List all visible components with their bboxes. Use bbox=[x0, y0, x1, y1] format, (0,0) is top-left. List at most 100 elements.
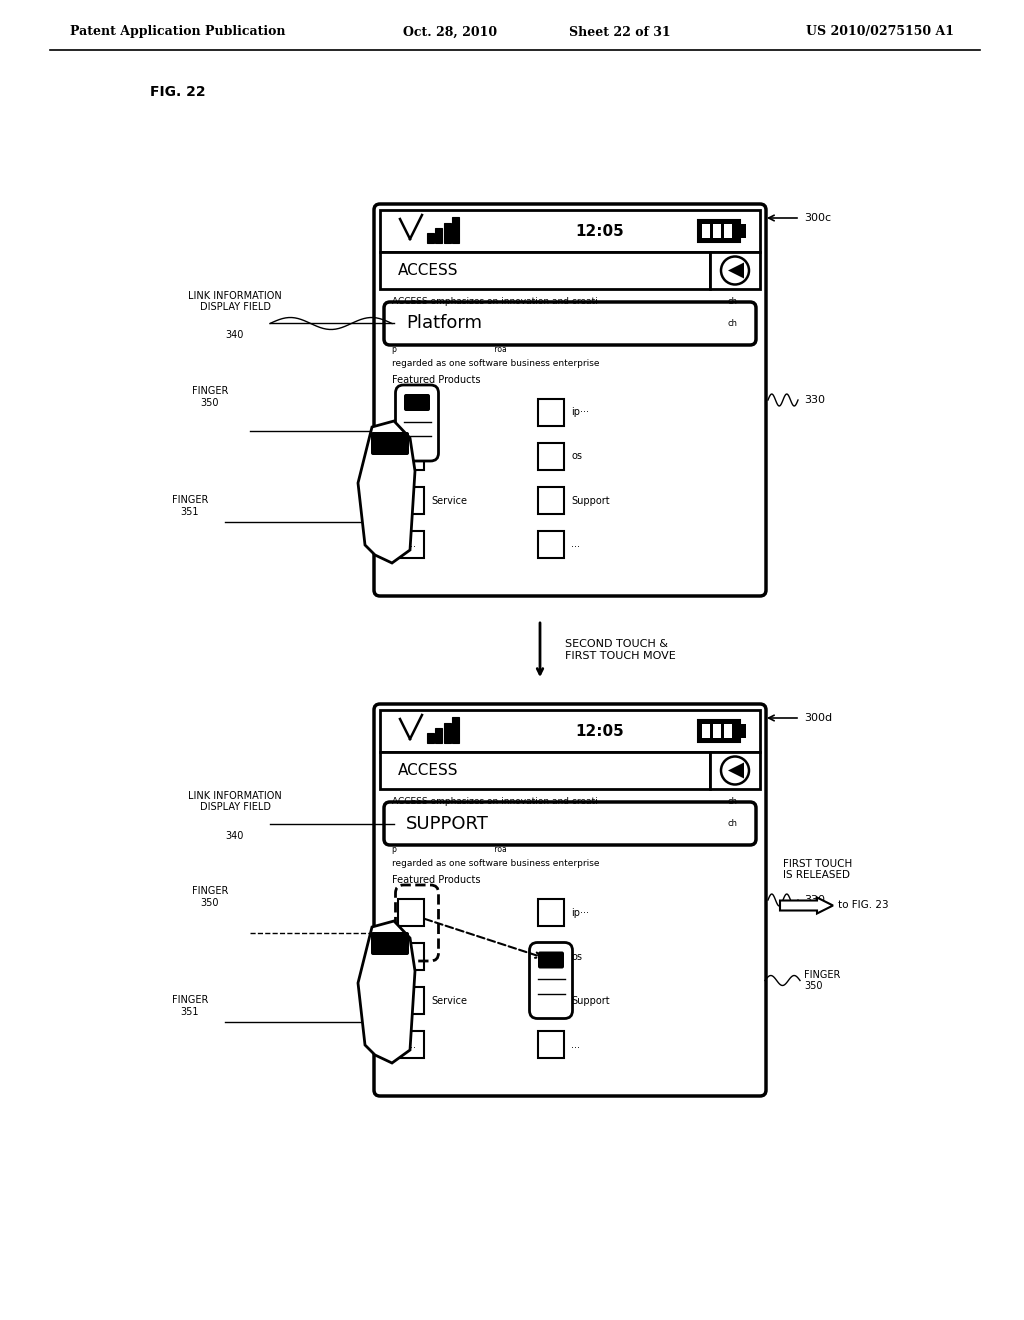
Text: Support: Support bbox=[571, 495, 609, 506]
Bar bbox=[538, 531, 564, 558]
Text: 330: 330 bbox=[804, 895, 825, 906]
Text: ACCESS: ACCESS bbox=[398, 263, 459, 279]
Text: 300d: 300d bbox=[804, 713, 833, 723]
Text: Featured Products: Featured Products bbox=[392, 875, 480, 884]
Bar bbox=[702, 723, 710, 738]
Bar bbox=[538, 987, 564, 1014]
Text: regarded as one software business enterprise: regarded as one software business enterp… bbox=[392, 359, 599, 368]
Text: ch: ch bbox=[728, 319, 738, 327]
Polygon shape bbox=[780, 898, 833, 913]
Text: FINGER
350: FINGER 350 bbox=[804, 970, 841, 991]
Text: ip···: ip··· bbox=[571, 408, 589, 417]
Bar bbox=[398, 444, 424, 470]
Text: os: os bbox=[571, 952, 582, 961]
Bar bbox=[740, 224, 745, 238]
Text: Patent Application Publication: Patent Application Publication bbox=[70, 25, 286, 38]
Bar bbox=[444, 223, 451, 243]
FancyBboxPatch shape bbox=[374, 704, 766, 1096]
FancyBboxPatch shape bbox=[384, 302, 756, 345]
Bar bbox=[538, 899, 564, 927]
FancyBboxPatch shape bbox=[384, 803, 756, 845]
Text: LINK INFORMATION
DISPLAY FIELD: LINK INFORMATION DISPLAY FIELD bbox=[188, 290, 282, 313]
Bar bbox=[398, 1031, 424, 1059]
Polygon shape bbox=[728, 763, 744, 779]
Bar bbox=[710, 752, 760, 789]
Bar bbox=[435, 729, 442, 743]
Bar bbox=[380, 252, 710, 289]
Polygon shape bbox=[358, 921, 415, 1063]
Bar bbox=[740, 725, 745, 738]
Bar bbox=[538, 487, 564, 513]
Text: Oct. 28, 2010: Oct. 28, 2010 bbox=[402, 25, 497, 38]
Bar bbox=[427, 234, 433, 243]
Bar bbox=[713, 723, 721, 738]
Bar bbox=[538, 1031, 564, 1059]
Bar bbox=[435, 228, 442, 243]
Bar bbox=[398, 987, 424, 1014]
Text: 12:05: 12:05 bbox=[575, 723, 625, 738]
Text: ch: ch bbox=[728, 797, 738, 807]
Bar bbox=[398, 531, 424, 558]
Text: FINGER
351: FINGER 351 bbox=[172, 495, 208, 517]
Text: FINGER
351: FINGER 351 bbox=[172, 995, 208, 1016]
Bar bbox=[398, 942, 424, 970]
Text: regarded as one software business enterprise: regarded as one software business enterp… bbox=[392, 859, 599, 869]
Text: p                                         roa: p roa bbox=[392, 846, 507, 854]
Text: 300c: 300c bbox=[804, 213, 831, 223]
FancyBboxPatch shape bbox=[538, 952, 564, 969]
Text: US 2010/0275150 A1: US 2010/0275150 A1 bbox=[806, 25, 954, 38]
Bar bbox=[453, 717, 459, 743]
Text: Featured Products: Featured Products bbox=[392, 375, 480, 385]
Text: ACCESS emphasizes on innovation and creati: ACCESS emphasizes on innovation and crea… bbox=[392, 297, 598, 306]
Text: 330: 330 bbox=[804, 395, 825, 405]
FancyBboxPatch shape bbox=[374, 205, 766, 597]
Bar bbox=[380, 710, 760, 752]
Text: ...: ... bbox=[571, 540, 580, 549]
Text: SUPPORT: SUPPORT bbox=[406, 814, 488, 833]
Text: LINK INFORMATION
DISPLAY FIELD: LINK INFORMATION DISPLAY FIELD bbox=[188, 791, 282, 812]
Bar bbox=[444, 723, 451, 743]
Text: Service: Service bbox=[431, 495, 467, 506]
Text: 12:05: 12:05 bbox=[575, 223, 625, 239]
FancyBboxPatch shape bbox=[371, 932, 409, 954]
Text: FIRST TOUCH
IS RELEASED: FIRST TOUCH IS RELEASED bbox=[783, 859, 852, 880]
Bar bbox=[698, 220, 740, 242]
FancyBboxPatch shape bbox=[371, 432, 409, 455]
Text: to FIG. 23: to FIG. 23 bbox=[838, 900, 889, 911]
Text: ...: ... bbox=[407, 540, 416, 549]
Bar bbox=[398, 399, 424, 426]
Text: p                                         roa: p roa bbox=[392, 346, 507, 355]
FancyBboxPatch shape bbox=[529, 942, 572, 1019]
Text: FIG. 22: FIG. 22 bbox=[150, 84, 206, 99]
FancyBboxPatch shape bbox=[404, 393, 430, 411]
Text: ACCESS: ACCESS bbox=[398, 763, 459, 777]
Bar bbox=[538, 444, 564, 470]
Text: ch: ch bbox=[728, 818, 738, 828]
Polygon shape bbox=[728, 263, 744, 279]
Text: Support: Support bbox=[571, 995, 609, 1006]
Text: 340: 340 bbox=[226, 830, 244, 841]
Bar bbox=[398, 899, 424, 927]
Text: ...: ... bbox=[571, 1040, 580, 1049]
Polygon shape bbox=[358, 421, 415, 564]
Bar bbox=[702, 224, 710, 238]
Bar bbox=[380, 210, 760, 252]
Bar bbox=[710, 252, 760, 289]
Bar bbox=[453, 216, 459, 243]
Bar bbox=[713, 224, 721, 238]
Text: Sheet 22 of 31: Sheet 22 of 31 bbox=[569, 25, 671, 38]
Bar bbox=[380, 752, 710, 789]
Text: Service: Service bbox=[431, 995, 467, 1006]
Bar bbox=[398, 487, 424, 513]
Text: Platform: Platform bbox=[406, 314, 482, 333]
Text: FINGER
350: FINGER 350 bbox=[191, 886, 228, 908]
Text: ip···: ip··· bbox=[571, 908, 589, 917]
Bar bbox=[698, 719, 740, 742]
FancyBboxPatch shape bbox=[395, 385, 438, 461]
Text: 340: 340 bbox=[226, 330, 244, 341]
Bar bbox=[724, 723, 732, 738]
Text: os: os bbox=[571, 451, 582, 462]
Bar bbox=[427, 733, 433, 743]
Text: ACCESS emphasizes on innovation and creati: ACCESS emphasizes on innovation and crea… bbox=[392, 797, 598, 807]
Text: ch: ch bbox=[728, 297, 738, 306]
